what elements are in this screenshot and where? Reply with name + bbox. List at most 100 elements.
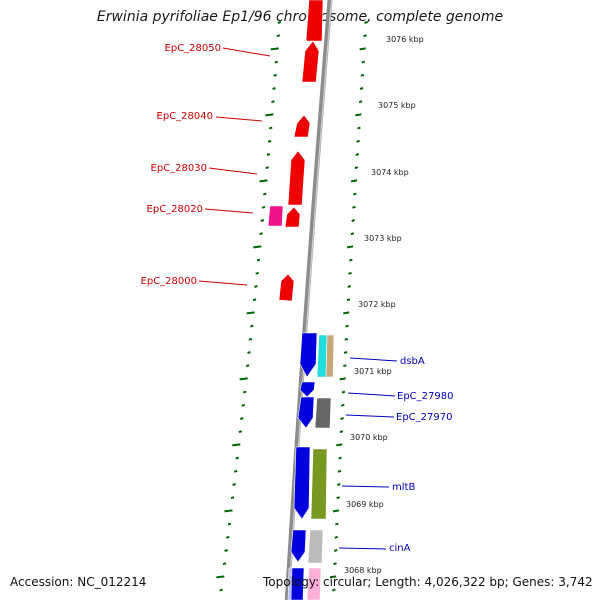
label-connector	[208, 167, 258, 175]
kbp-label-3074: 3074 kbp	[371, 168, 409, 177]
tick-mark	[361, 60, 366, 64]
tick-mark	[340, 417, 344, 420]
tick-mark	[336, 496, 340, 500]
tick-mark	[273, 73, 277, 77]
tick-mark	[341, 390, 346, 394]
kbp-label-3075: 3075 kbp	[378, 101, 416, 110]
tick-mark	[355, 113, 362, 117]
kbp-label-3069: 3069 kbp	[346, 500, 384, 509]
tick-mark	[276, 34, 281, 38]
gene-arrow-epc-27970[interactable]	[297, 396, 315, 429]
tick-mark	[256, 258, 261, 262]
gene-arrow-epc-28060[interactable]	[305, 0, 324, 42]
map-title: Erwinia pyrifoliae Ep1/96 chromosome, co…	[96, 9, 504, 25]
tick-mark	[340, 403, 345, 407]
gene-arrow-epc-28040[interactable]	[293, 114, 311, 138]
tick-mark	[248, 337, 253, 341]
gene-arrow-epc-28000[interactable]	[278, 273, 295, 302]
gene-arrow-mltb[interactable]	[293, 446, 311, 520]
label-connector	[215, 116, 263, 122]
tick-mark	[356, 139, 360, 143]
tick-mark	[350, 232, 355, 236]
tick-mark	[232, 483, 236, 486]
feature-lightgray-block[interactable]	[307, 529, 324, 564]
accession-text: Accession: NC_012214	[10, 575, 147, 589]
gene-arrow-epc-28050[interactable]	[301, 40, 320, 83]
gene-label-dsba[interactable]: dsbA	[400, 356, 425, 367]
tick-mark	[241, 403, 246, 407]
tick-mark	[351, 219, 355, 222]
tick-mark	[333, 549, 338, 552]
feature-cyan-block[interactable]	[316, 334, 328, 378]
tick-mark	[329, 575, 337, 579]
tick-mark	[239, 417, 244, 420]
tick-mark	[255, 271, 260, 275]
backbone-line	[284, 0, 333, 600]
gene-label-epc-28030[interactable]: EpC_28030	[151, 163, 207, 174]
label-connector	[341, 485, 390, 488]
tick-mark	[352, 205, 356, 209]
tick-mark	[332, 509, 340, 513]
tick-mark	[334, 535, 339, 539]
tick-mark	[260, 219, 265, 222]
gene-label-epc-28000[interactable]: EpC_28000	[141, 276, 197, 287]
gene-label-epc-28050[interactable]: EpC_28050	[165, 43, 221, 54]
tick-mark	[216, 575, 225, 579]
gene-label-mltb[interactable]: mltB	[392, 482, 415, 493]
tick-mark	[355, 153, 360, 156]
gene-label-epc-28020[interactable]: EpC_28020	[147, 204, 203, 215]
feature-olive-block[interactable]	[310, 448, 328, 520]
gene-arrow-cina[interactable]	[290, 529, 307, 563]
tick-mark	[262, 192, 267, 196]
gene-arrow-epc-28020[interactable]	[284, 206, 301, 228]
tick-mark	[343, 311, 350, 315]
tick-mark	[339, 430, 344, 434]
label-connector	[198, 280, 248, 286]
tick-mark	[261, 205, 266, 209]
tick-mark	[224, 509, 233, 513]
tick-mark	[259, 232, 263, 236]
tick-mark	[267, 139, 272, 143]
gene-arrow-dsba[interactable]	[299, 332, 318, 378]
tick-mark	[230, 496, 235, 500]
kbp-label-3073: 3073 kbp	[364, 234, 402, 243]
tick-mark	[345, 324, 349, 328]
tick-mark	[271, 100, 275, 104]
tick-mark	[347, 285, 352, 288]
kbp-label-3072: 3072 kbp	[358, 300, 396, 309]
tick-mark	[332, 588, 336, 592]
kbp-label-3068: 3068 kbp	[344, 566, 382, 575]
gene-arrow-epc-27980[interactable]	[299, 381, 316, 398]
tick-mark	[219, 588, 223, 592]
label-connector	[345, 414, 395, 418]
feature-pink-block[interactable]	[306, 567, 322, 600]
gene-label-epc-27980[interactable]: EpC_27980	[397, 391, 453, 402]
gene-label-epc-27970[interactable]: EpC_27970	[396, 412, 452, 423]
tick-mark	[354, 166, 359, 170]
label-connector	[204, 208, 254, 214]
tick-mark	[253, 245, 262, 249]
feature-lavender-block[interactable]	[287, 567, 293, 600]
tick-mark	[259, 179, 268, 183]
tick-mark	[339, 377, 346, 381]
tick-mark	[270, 47, 279, 51]
kbp-label-3071: 3071 kbp	[354, 367, 392, 376]
tick-mark	[338, 456, 342, 460]
feature-tan-block[interactable]	[325, 334, 335, 378]
gene-arrow-epc-28030[interactable]	[287, 150, 306, 206]
tick-mark	[359, 47, 366, 51]
gene-label-cina[interactable]: cinA	[389, 543, 411, 554]
tick-mark	[348, 258, 353, 262]
tick-mark	[348, 271, 352, 275]
feature-gray-block[interactable]	[314, 397, 332, 429]
tick-mark	[343, 351, 348, 354]
label-connector	[347, 392, 396, 397]
tick-mark	[238, 430, 243, 434]
gene-label-epc-28040[interactable]: EpC_28040	[157, 111, 213, 122]
feature-magenta-block[interactable]	[267, 205, 284, 227]
tick-mark	[247, 351, 251, 354]
inner-tick-ring	[329, 21, 368, 592]
label-lines	[198, 47, 398, 550]
tick-mark	[233, 469, 238, 473]
